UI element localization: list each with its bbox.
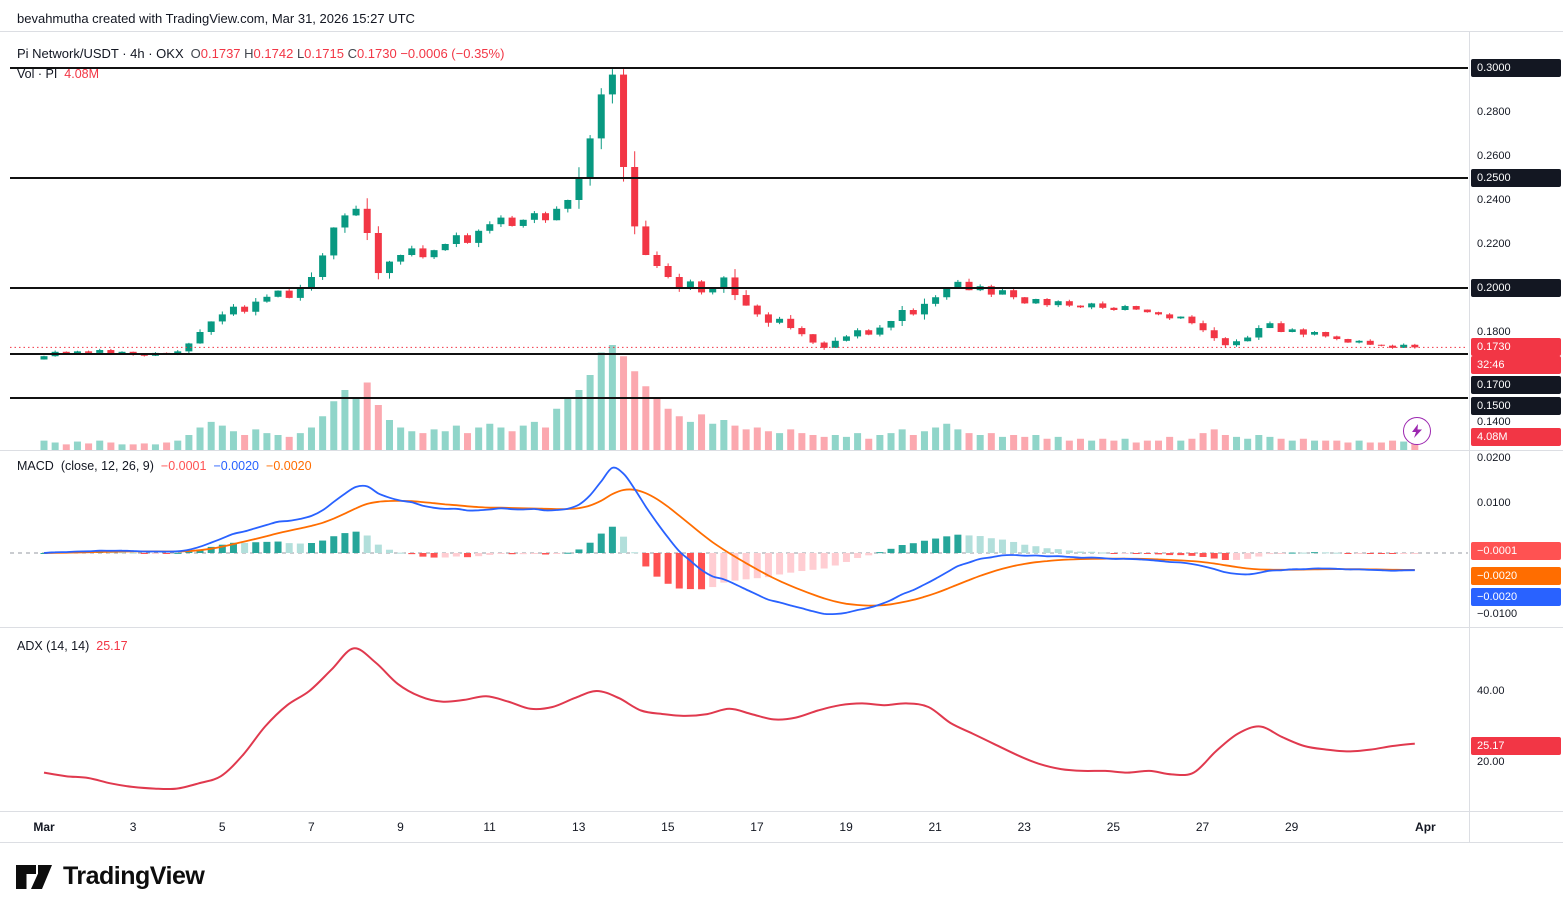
low-label: L (296, 46, 305, 61)
attribution-text: bevahmutha created with TradingView.com,… (17, 11, 415, 26)
volume-value: 4.08M (64, 67, 100, 81)
tradingview-wordmark: TradingView (63, 862, 205, 890)
adx-title[interactable]: ADX (14, 14) (17, 639, 90, 653)
tradingview-logo[interactable]: TradingView (14, 862, 205, 891)
tradingview-glyph-icon (16, 864, 52, 889)
open-value: 0.1737 (200, 46, 241, 61)
adx-value: 25.17 (96, 639, 128, 653)
boost-lightning-button[interactable] (1403, 417, 1431, 445)
open-label: O (190, 46, 201, 61)
low-value: 0.1715 (304, 46, 344, 61)
macd-hist-value: −0.0001 (160, 459, 207, 473)
adx-legend: ADX (14, 14) 25.17 (17, 639, 128, 653)
lightning-icon (1412, 424, 1422, 438)
symbol-legend: Pi Network/USDT · 4h · OKX O0.1737 H0.17… (17, 46, 504, 61)
close-label: C (347, 46, 357, 61)
macd-signal-value: −0.0020 (266, 459, 312, 473)
high-label: H (244, 46, 254, 61)
macd-params: (close, 12, 26, 9) (60, 459, 154, 473)
symbol-title[interactable]: Pi Network/USDT · 4h · OKX (17, 46, 184, 61)
change-value: −0.0006 (−0.35%) (400, 46, 505, 61)
volume-label[interactable]: Vol · PI (17, 67, 58, 81)
volume-legend: Vol · PI 4.08M (17, 67, 99, 81)
close-value: 0.1730 (356, 46, 397, 61)
macd-legend: MACD (close, 12, 26, 9) −0.0001 −0.0020 … (17, 459, 312, 473)
ohlc-values: O0.1737 H0.1742 L0.1715 C0.1730 −0.0006 … (191, 46, 505, 61)
macd-title[interactable]: MACD (17, 459, 54, 473)
macd-line-value: −0.0020 (213, 459, 260, 473)
high-value: 0.1742 (253, 46, 294, 61)
